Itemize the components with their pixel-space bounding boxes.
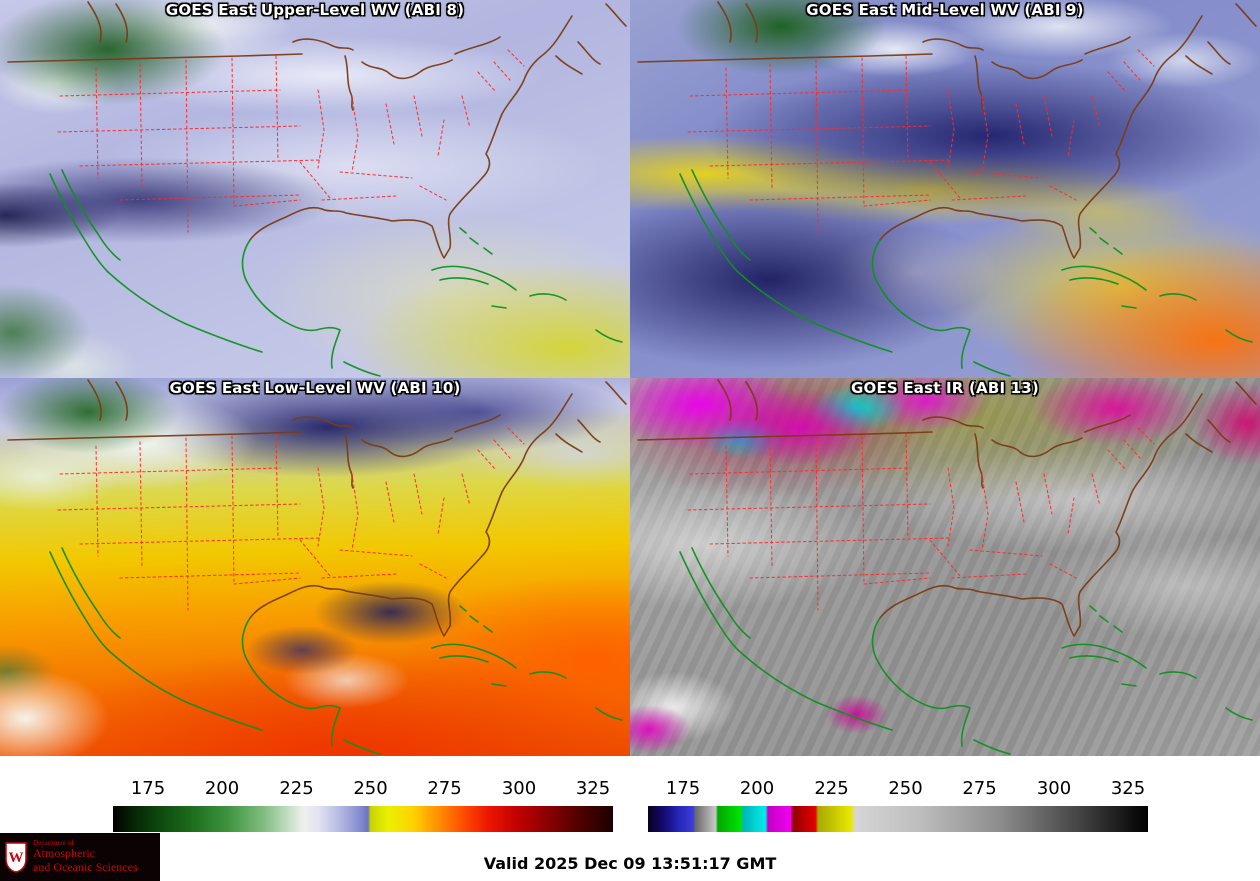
ir-colorbar-gradient — [648, 806, 1148, 832]
tick-label: 250 — [888, 778, 923, 799]
panel-title-upper-level-wv: GOES East Upper-Level WV (ABI 8) — [165, 1, 465, 19]
tick-label: 325 — [1110, 778, 1146, 799]
tick-label: 300 — [501, 778, 537, 799]
tick-label: 325 — [575, 778, 611, 799]
panel-low-level-wv: GOES East Low-Level WV (ABI 10) — [0, 378, 630, 756]
ir-colorbar-ticks: 175 200 225 250 275 300 325 — [648, 778, 1148, 802]
logo-line-2: and Oceanic Sciences — [33, 859, 138, 874]
tick-label: 175 — [130, 778, 166, 799]
tick-label: 275 — [962, 778, 997, 799]
crest-letter: W — [9, 850, 24, 866]
tick-label: 200 — [204, 778, 240, 799]
wv-colorbar-gradient — [113, 806, 613, 832]
map-overlay — [7, 379, 627, 755]
panel-title-low-level-wv: GOES East Low-Level WV (ABI 10) — [169, 379, 461, 397]
ir-colorbar: 175 200 225 250 275 300 325 — [648, 778, 1148, 832]
valid-timestamp: Valid 2025 Dec 09 13:51:17 GMT — [483, 854, 777, 873]
tick-label: 200 — [739, 778, 775, 799]
panel-ir: GOES East IR (ABI 13) — [630, 378, 1260, 756]
uw-aos-logo: W Department of Atmospheric and Oceanic … — [0, 833, 160, 881]
tick-label: 275 — [427, 778, 462, 799]
wv-colorbar-ticks: 175 200 225 250 275 300 325 — [113, 778, 613, 802]
panel-mid-level-wv: GOES East Mid-Level WV (ABI 9) — [630, 0, 1260, 378]
logo-department-prefix: Department of — [33, 838, 74, 847]
tick-label: 175 — [665, 778, 701, 799]
panel-title-ir: GOES East IR (ABI 13) — [850, 379, 1039, 397]
panel-title-mid-level-wv: GOES East Mid-Level WV (ABI 9) — [806, 1, 1084, 19]
map-overlay — [7, 1, 627, 377]
wv-colorbar: 175 200 225 250 275 300 325 — [113, 778, 613, 832]
satellite-panel-grid: GOES East Upper-Level WV (ABI 8) GOES Ea… — [0, 0, 1260, 756]
logo-line-1: Atmospheric — [33, 846, 95, 861]
tick-label: 225 — [814, 778, 849, 799]
map-overlay — [637, 1, 1257, 377]
tick-label: 250 — [353, 778, 388, 799]
panel-upper-level-wv: GOES East Upper-Level WV (ABI 8) — [0, 0, 630, 378]
tick-label: 300 — [1036, 778, 1072, 799]
footer: 175 200 225 250 275 300 325 175 200 225 … — [0, 756, 1260, 881]
map-overlay — [637, 379, 1257, 755]
logo-text: Department of Atmospheric and Oceanic Sc… — [33, 838, 138, 875]
uw-crest-icon: W — [5, 842, 27, 873]
tick-label: 225 — [279, 778, 314, 799]
